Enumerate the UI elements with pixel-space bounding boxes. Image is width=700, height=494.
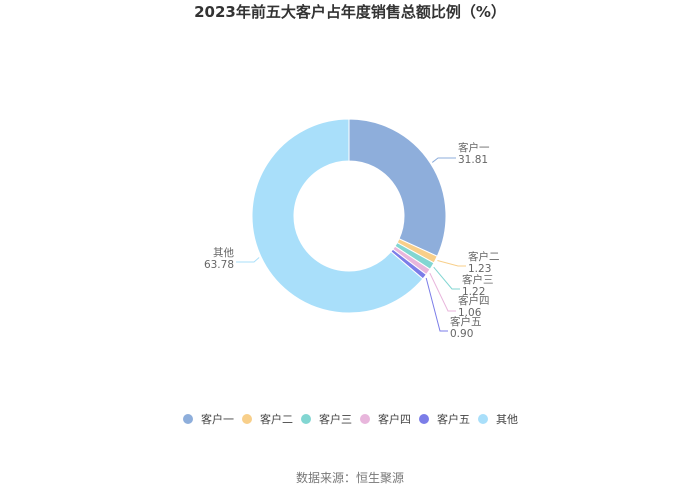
slice-label-value-4: 1.06 xyxy=(458,307,482,319)
slice-label-name-2: 客户二 xyxy=(468,250,500,263)
chart-title: 2023年前五大客户占年度销售总额比例（%） xyxy=(194,3,506,21)
legend-item-1[interactable]: 客户一 xyxy=(183,412,234,426)
legend-item-4[interactable]: 客户四 xyxy=(360,412,411,426)
donut-slices xyxy=(251,118,447,314)
legend-label-6: 其他 xyxy=(496,413,518,426)
slice-label-value-3: 1.22 xyxy=(462,286,485,298)
slice-6[interactable] xyxy=(251,118,424,314)
legend-label-4: 客户四 xyxy=(378,412,411,426)
slice-label-value-5: 0.90 xyxy=(450,328,473,340)
leader-line-6 xyxy=(236,257,260,263)
slice-label-value-1: 31.81 xyxy=(458,154,488,166)
label-leader-lines xyxy=(236,157,466,332)
slice-label-value-6: 63.78 xyxy=(204,259,234,271)
legend-item-2[interactable]: 客户二 xyxy=(242,412,293,426)
legend-marker-6 xyxy=(478,414,488,424)
slice-label-name-3: 客户三 xyxy=(462,273,494,286)
slice-label-name-4: 客户四 xyxy=(458,294,490,307)
slice-1[interactable] xyxy=(348,118,447,257)
slice-label-name-5: 客户五 xyxy=(450,315,482,328)
slice-label-value-2: 1.23 xyxy=(468,263,491,275)
leader-line-5 xyxy=(425,277,448,332)
legend-item-5[interactable]: 客户五 xyxy=(419,412,470,426)
leader-line-2 xyxy=(437,260,466,267)
legend-marker-1 xyxy=(183,414,193,424)
leader-line-4 xyxy=(429,272,456,312)
legend-marker-5 xyxy=(419,414,429,424)
leader-line-1 xyxy=(431,157,456,163)
legend-item-3[interactable]: 客户三 xyxy=(301,412,352,426)
legend-marker-3 xyxy=(301,414,311,424)
legend-marker-4 xyxy=(360,414,370,424)
legend-label-3: 客户三 xyxy=(319,412,352,426)
leader-line-3 xyxy=(433,266,460,290)
legend: 客户一 客户二 客户三 客户四 客户五 其他 xyxy=(183,412,518,426)
slice-label-name-6: 其他 xyxy=(213,246,234,259)
legend-marker-2 xyxy=(242,414,252,424)
slice-label-name-1: 客户一 xyxy=(458,141,490,154)
legend-label-1: 客户一 xyxy=(201,412,234,426)
legend-label-5: 客户五 xyxy=(437,412,470,426)
legend-label-2: 客户二 xyxy=(260,412,293,426)
legend-item-6[interactable]: 其他 xyxy=(478,413,518,426)
data-source: 数据来源：恒生聚源 xyxy=(296,470,404,485)
